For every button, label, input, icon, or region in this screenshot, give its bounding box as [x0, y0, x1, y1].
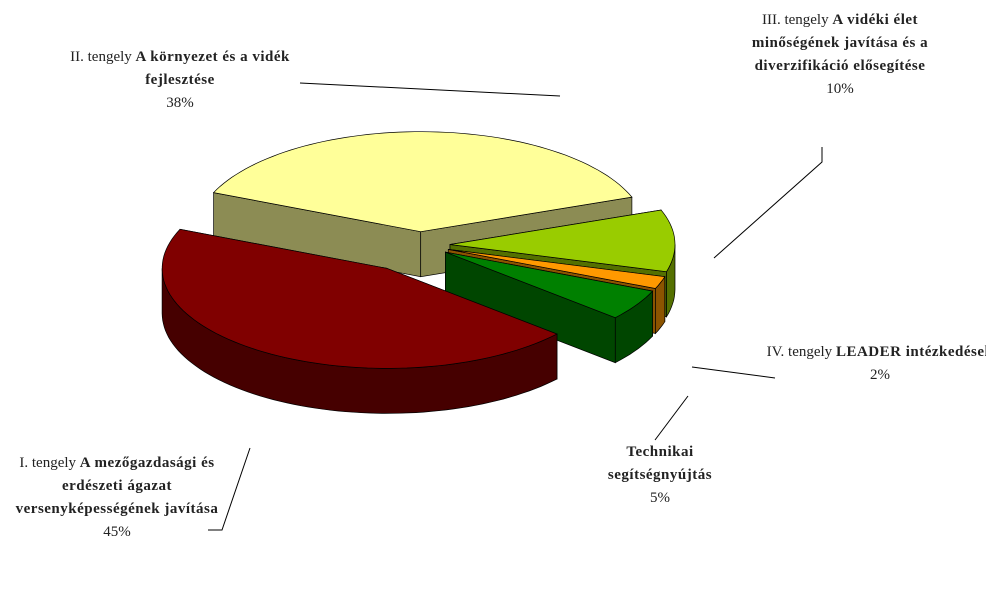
- value-label: 5%: [650, 490, 670, 506]
- label-name: Technikai segítségnyújtás: [607, 444, 713, 483]
- slice-label: II. tengely A környezet és a vidék fejle…: [40, 46, 320, 115]
- label-prefix: II. tengely: [70, 49, 132, 65]
- slice: [449, 209, 676, 273]
- label-name: A vidéki élet minőségének javítása és a …: [751, 12, 929, 74]
- slice-label: IV. tengely LEADER intézkedések 2%: [765, 341, 986, 387]
- leader-line: [713, 147, 823, 259]
- slice: [445, 251, 654, 319]
- leader-line: [208, 447, 251, 531]
- label-name: A mezőgazdasági és erdészeti ágazat vers…: [15, 455, 219, 517]
- value-label: 2%: [870, 367, 890, 383]
- slice: [448, 249, 666, 289]
- slice-label: I. tengely A mezőgazdasági és erdészeti …: [2, 452, 232, 544]
- label-name: LEADER intézkedések: [835, 344, 986, 360]
- leader-line: [691, 366, 776, 379]
- label-prefix: IV. tengely: [766, 344, 833, 360]
- value-label: 38%: [166, 95, 194, 111]
- slice: [212, 131, 633, 233]
- label-name: A környezet és a vidék fejlesztése: [135, 49, 290, 88]
- slice-label: Technikai segítségnyújtás 5%: [580, 441, 740, 510]
- leader-line: [654, 395, 689, 441]
- value-label: 45%: [103, 524, 131, 540]
- slice-label: III. tengely A vidéki élet minőségének j…: [735, 9, 945, 101]
- leader-lines: [208, 82, 823, 531]
- slice: [161, 228, 558, 369]
- label-prefix: III. tengely: [761, 12, 829, 28]
- leader-line: [299, 82, 561, 97]
- label-prefix: I. tengely: [19, 455, 77, 471]
- value-label: 10%: [826, 81, 854, 97]
